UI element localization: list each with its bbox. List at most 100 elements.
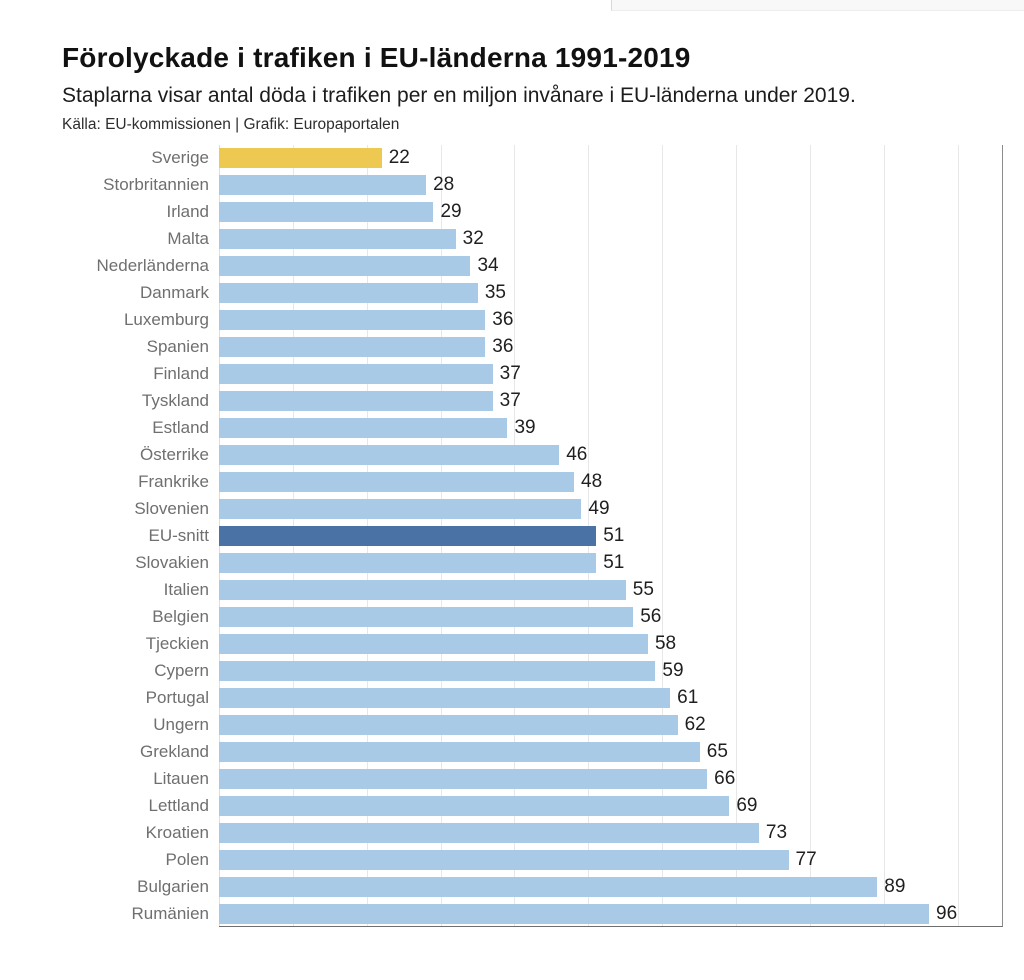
chart-row: Ungern 62 bbox=[0, 711, 1003, 738]
category-label: Storbritannien bbox=[103, 175, 209, 195]
category-label: Rumänien bbox=[131, 903, 210, 923]
category-label: Sverige bbox=[151, 148, 209, 168]
chart-row: Sverige 22 bbox=[0, 145, 1003, 172]
bar bbox=[219, 876, 878, 897]
bar-value-label: 51 bbox=[603, 552, 625, 574]
chart-title: Förolyckade i trafiken i EU-länderna 199… bbox=[62, 42, 691, 73]
bar bbox=[219, 337, 486, 358]
chart-row: Luxemburg 36 bbox=[0, 307, 1003, 334]
category-label: Irland bbox=[166, 202, 209, 222]
bar-track: 65 bbox=[219, 740, 1003, 762]
bar bbox=[219, 822, 759, 843]
category-label: Tjeckien bbox=[145, 633, 209, 653]
bar-value-label: 73 bbox=[765, 821, 788, 843]
bar-value-label: 35 bbox=[484, 282, 506, 304]
gridline bbox=[736, 145, 738, 926]
bar-value-label: 36 bbox=[492, 309, 514, 331]
bar bbox=[219, 283, 478, 304]
chart-row: Storbritannien 28 bbox=[0, 172, 1003, 199]
bar-value-label: 62 bbox=[684, 713, 706, 735]
bar-value-label: 77 bbox=[795, 848, 817, 870]
cropped-ui-fragment bbox=[611, 0, 1024, 11]
chart-row: Danmark 35 bbox=[0, 280, 1003, 307]
bar-value-label: 29 bbox=[440, 201, 462, 223]
bar bbox=[219, 418, 508, 439]
chart-row: Litauen 66 bbox=[0, 765, 1003, 792]
bar bbox=[219, 202, 434, 223]
chart-row: Polen 77 bbox=[0, 846, 1003, 873]
bar bbox=[219, 660, 656, 681]
bar bbox=[219, 472, 575, 493]
bar bbox=[219, 687, 671, 708]
chart-row: Tyskland 37 bbox=[0, 388, 1003, 415]
bar-track: 22 bbox=[219, 147, 1003, 169]
bar-track: 29 bbox=[219, 201, 1003, 223]
bar-chart: Sverige 22 Storbritannien 28 Irland 29 Malta 32… bbox=[0, 145, 1003, 927]
bar-track: 37 bbox=[219, 363, 1003, 385]
category-label: Slovakien bbox=[135, 553, 209, 573]
chart-row: Frankrike 48 bbox=[0, 469, 1003, 496]
chart-row: Bulgarien 89 bbox=[0, 873, 1003, 900]
bar-value-label: 89 bbox=[884, 875, 906, 897]
bar-track: 32 bbox=[219, 228, 1003, 250]
bar-track: 48 bbox=[219, 471, 1003, 493]
bar-track: 66 bbox=[219, 767, 1003, 789]
bar-track: 35 bbox=[219, 282, 1003, 304]
bar-value-label: 51 bbox=[603, 525, 625, 547]
bar-track: 61 bbox=[219, 686, 1003, 708]
chart-row: EU-snitt 51 bbox=[0, 523, 1003, 550]
bar-value-label: 65 bbox=[706, 740, 728, 762]
bar-value-label: 36 bbox=[492, 336, 514, 358]
bar-track: 73 bbox=[219, 821, 1003, 843]
category-label: Portugal bbox=[145, 687, 209, 707]
category-label: Kroatien bbox=[145, 822, 209, 842]
category-label: Slovenien bbox=[134, 499, 209, 519]
chart-row: Lettland 69 bbox=[0, 792, 1003, 819]
chart-row: Tjeckien 58 bbox=[0, 630, 1003, 657]
bar bbox=[219, 741, 700, 762]
category-label: Spanien bbox=[146, 337, 209, 357]
bar-track: 46 bbox=[219, 444, 1003, 466]
bar-value-label: 58 bbox=[654, 632, 677, 654]
bar-track: 55 bbox=[219, 579, 1003, 600]
bar bbox=[219, 499, 582, 520]
category-label: Tyskland bbox=[141, 391, 209, 411]
bar bbox=[219, 849, 789, 870]
gridline bbox=[883, 145, 885, 926]
category-label: Litauen bbox=[153, 768, 209, 788]
chart-row: Slovenien 49 bbox=[0, 496, 1003, 523]
chart-row: Rumänien 96 bbox=[0, 900, 1003, 927]
bar bbox=[219, 633, 648, 654]
bar-value-label: 46 bbox=[566, 444, 588, 466]
chart-rows: Sverige 22 Storbritannien 28 Irland 29 Malta 32… bbox=[0, 145, 1003, 927]
bar-track: 96 bbox=[219, 903, 1003, 924]
bar-value-label: 34 bbox=[477, 255, 499, 277]
category-label: Ungern bbox=[153, 714, 209, 734]
bar-value-label: 59 bbox=[662, 659, 684, 681]
bar bbox=[219, 795, 730, 816]
category-label: Danmark bbox=[140, 283, 209, 303]
bar-track: 51 bbox=[219, 525, 1003, 547]
category-label: Estland bbox=[152, 418, 209, 438]
bar bbox=[219, 553, 597, 574]
bar-value-label: 61 bbox=[677, 686, 699, 708]
bar bbox=[219, 391, 493, 412]
chart-row: Finland 37 bbox=[0, 361, 1003, 388]
category-label: Cypern bbox=[154, 660, 209, 680]
bar bbox=[219, 364, 493, 385]
category-label: Lettland bbox=[148, 795, 210, 815]
bar-value-label: 22 bbox=[388, 147, 410, 169]
category-label: Polen bbox=[165, 849, 209, 869]
gridline bbox=[957, 145, 959, 926]
category-label: Bulgarien bbox=[137, 876, 209, 896]
chart-source-credit: Källa: EU-kommissionen | Grafik: Europap… bbox=[62, 116, 400, 133]
bar bbox=[219, 310, 486, 331]
chart-row: Grekland 65 bbox=[0, 738, 1003, 765]
gridline bbox=[662, 145, 664, 926]
category-label: Grekland bbox=[140, 741, 209, 761]
bar bbox=[219, 229, 456, 250]
chart-row: Nederländerna 34 bbox=[0, 253, 1003, 280]
bar-value-label: 37 bbox=[499, 363, 521, 385]
bar-value-label: 66 bbox=[714, 767, 736, 789]
chart-row: Belgien 56 bbox=[0, 603, 1003, 630]
